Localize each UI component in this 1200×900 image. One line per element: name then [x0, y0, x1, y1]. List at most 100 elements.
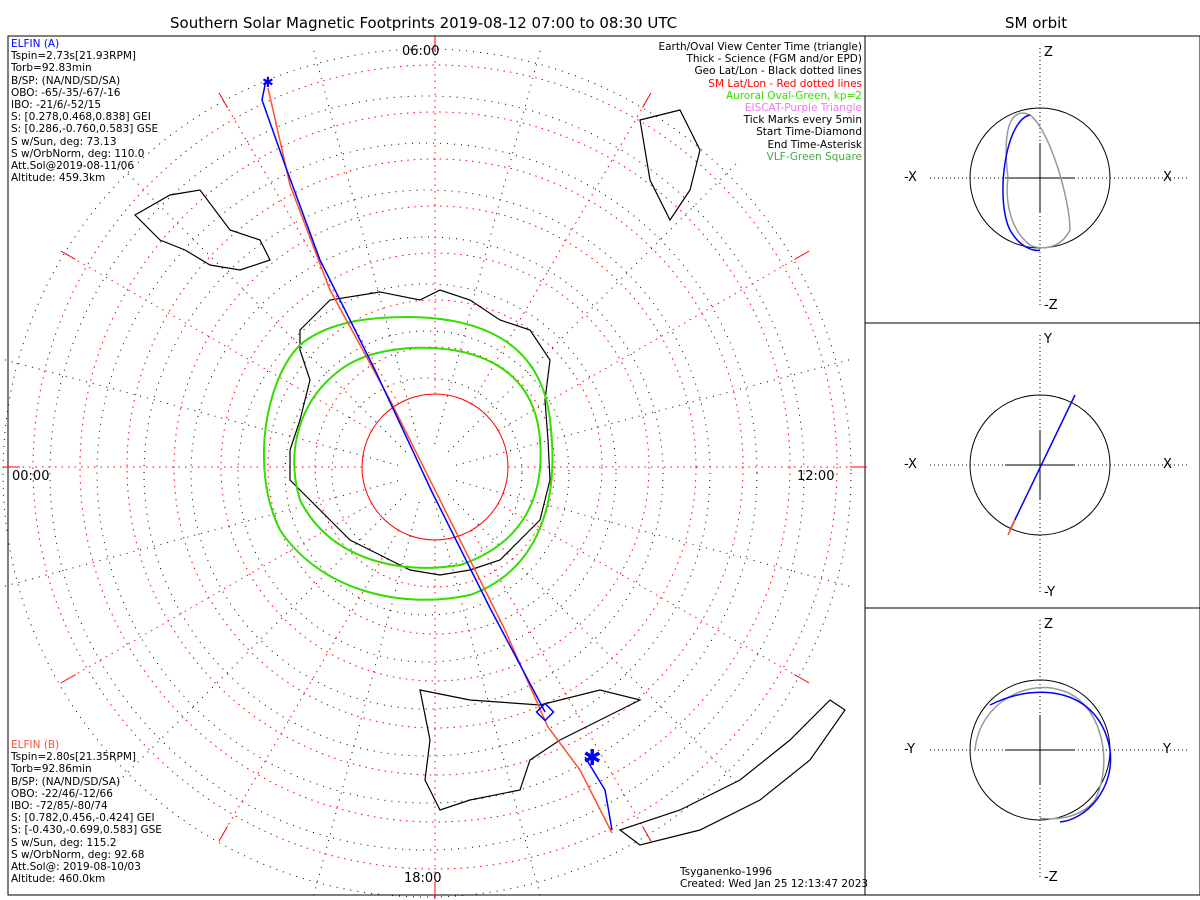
- elfin-b-name: ELFIN (B): [11, 739, 60, 751]
- orbit-track: [1007, 519, 1016, 536]
- orbit-track: [1009, 394, 1076, 531]
- legend-item: EISCAT-Purple Triangle: [744, 102, 862, 115]
- sm-latitude-ring: [79, 111, 791, 823]
- mlt-tick: [642, 826, 652, 842]
- elfin-b-info-line: Tspin=2.80s[21.35RPM]: [11, 751, 136, 764]
- orbit-axis-label-bottom: -Z: [1044, 870, 1058, 885]
- south-america-coastline: [419, 689, 642, 811]
- geo-longitude-line: [447, 161, 739, 453]
- elfin-b-info-line: Att.Sol@: 2019-08-10/03: [11, 861, 141, 874]
- orbit-axis-label-bottom: -Y: [1044, 585, 1056, 600]
- orbit-axis-label-left: -Y: [904, 742, 916, 757]
- elfin-b-info-line: S: [-0.430,-0.699,0.583] GSE: [11, 824, 162, 837]
- model-label: Tsyganenko-1996: [680, 866, 773, 878]
- sm-latitude-ring: [173, 205, 697, 729]
- elfin-b-info: ELFIN (B) Tspin=2.80s[21.35RPM] Torb=92.8…: [11, 739, 162, 885]
- orbit-panels: [930, 48, 1190, 880]
- sm-latitude-ring: [32, 64, 838, 870]
- geo-latitude-ring: [190, 236, 664, 710]
- geo-longitude-line: [434, 501, 542, 899]
- auroral-oval-outer: [263, 315, 554, 601]
- legend-item: Auroral Oval-Green, kp=2: [725, 89, 862, 102]
- elfin-b-info-line: Torb=92.86min: [11, 763, 92, 776]
- mlt-tick: [642, 92, 652, 108]
- elfin-a-info-line: Altitude: 459.3km: [11, 172, 106, 185]
- elfin-a-info-line: S w/OrbNorm, deg: 110.0: [11, 147, 145, 160]
- sm-longitude-line: [66, 254, 373, 431]
- elfin-a-info-line: OBO: -65/-35/-67/-16: [11, 86, 121, 99]
- orbit-track: [974, 686, 1105, 820]
- time-label-left: 00:00: [12, 469, 50, 484]
- auroral-oval-inner: [293, 346, 542, 569]
- elfin-a-info-line: Torb=92.83min: [11, 62, 92, 75]
- elfin-a-info-line: IBO: -21/6/-52/15: [11, 99, 102, 112]
- legend-item: Start Time-Diamond: [756, 126, 862, 139]
- legend-item: Thick - Science (FGM and/or EPD): [686, 53, 862, 66]
- geo-latitude-ring: [96, 142, 758, 804]
- start-time-diamond-icon: [535, 702, 555, 722]
- elfin-a-info-line: Tspin=2.73s[21.93RPM]: [11, 50, 136, 63]
- geo-longitude-line: [434, 47, 542, 445]
- elfin-b-info-line: S w/OrbNorm, deg: 92.68: [11, 848, 145, 861]
- orbit-yz-frame: [864, 607, 1200, 896]
- elfin-b-info-line: Altitude: 460.0km: [11, 873, 106, 886]
- elfin-a-name: ELFIN (A): [11, 38, 60, 50]
- antarctica-coastline: [289, 289, 551, 576]
- sm-longitude-line: [222, 529, 399, 836]
- elfin-a-info-line: S: [0.278,0.468,0.838] GEI: [11, 111, 151, 124]
- time-label-right: 12:00: [797, 469, 835, 484]
- legend-item: End Time-Asterisk: [767, 138, 862, 151]
- geo-longitude-line: [1, 358, 399, 466]
- elfin-a-info-line: S: [0.286,-0.760,0.583] GSE: [11, 123, 159, 136]
- sm-longitude-line: [471, 98, 648, 405]
- elfin-b-info-line: B/SP: (NA/ND/SD/SA): [11, 775, 121, 788]
- elfin-b-info-line: S: [0.782,0.456,-0.424] GEI: [11, 812, 155, 825]
- legend-item: Geo Lat/Lon - Black dotted lines: [694, 65, 862, 78]
- legend-item: Earth/Oval View Center Time (triangle): [658, 41, 862, 53]
- mlt-tick: [60, 250, 76, 260]
- orbit-axis-label-left: -X: [904, 457, 917, 472]
- elfin-a-footprint-track-2: [584, 756, 613, 831]
- geo-latitude-ring: [143, 189, 711, 757]
- time-label-bottom: 18:00: [404, 871, 442, 886]
- sm-grid: [1, 35, 867, 899]
- geo-longitude-line: [1, 480, 399, 588]
- time-label-top: 06:00: [402, 44, 440, 59]
- geo-longitude-line: [455, 358, 853, 466]
- elfin-b-info-line: IBO: -72/85/-80/74: [11, 800, 108, 813]
- geo-longitude-line: [447, 493, 739, 785]
- orbit-axis-label-top: Z: [1044, 45, 1053, 60]
- geo-latitude-ring: [2, 48, 852, 898]
- elfin-a-info-line: B/SP: (NA/ND/SD/SA): [11, 74, 121, 87]
- sm-longitude-line: [497, 254, 804, 431]
- sm-longitude-line: [497, 503, 804, 680]
- elfin-b-info-line: OBO: -22/46/-12/66: [11, 787, 113, 800]
- sm-latitude-ring: [267, 299, 603, 635]
- mlt-tick: [60, 674, 76, 684]
- legend-item: SM Lat/Lon - Red dotted lines: [708, 77, 862, 90]
- sm-pole-circle: [361, 393, 509, 541]
- elfin-a-info: ELFIN (A) Tspin=2.73s[21.93RPM] Torb=92.8…: [11, 38, 158, 184]
- sm-longitude-line: [66, 503, 373, 680]
- geo-longitude-line: [455, 480, 853, 588]
- orbit-axis-label-right: Y: [1163, 742, 1171, 757]
- geo-longitude-line: [115, 161, 407, 453]
- mlt-tick: [794, 674, 810, 684]
- elfin-a-info-line: S w/Sun, deg: 73.13: [11, 135, 117, 148]
- legend: Earth/Oval View Center Time (triangle) Th…: [658, 41, 862, 163]
- elfin-a-info-line: Att.Sol@2019-08-11/06: [11, 160, 134, 173]
- orbit-title: SM orbit: [1005, 14, 1068, 32]
- orbit-axis-label-top: Y: [1044, 332, 1052, 347]
- mlt-tick: [794, 250, 810, 260]
- mlt-tick: [218, 92, 228, 108]
- orbit-axis-label-right: X: [1163, 457, 1172, 472]
- africa-coastline: [639, 109, 701, 222]
- sm-longitude-line: [471, 529, 648, 836]
- orbit-axis-label-bottom: -Z: [1044, 298, 1058, 313]
- orbit-track: [1002, 114, 1041, 252]
- created-label: Created: Wed Jan 25 12:13:47 2023: [680, 878, 869, 890]
- sm-longitude-line: [222, 98, 399, 405]
- plot-title: Southern Solar Magnetic Footprints 2019-…: [170, 14, 678, 32]
- australia-coastline: [134, 189, 271, 271]
